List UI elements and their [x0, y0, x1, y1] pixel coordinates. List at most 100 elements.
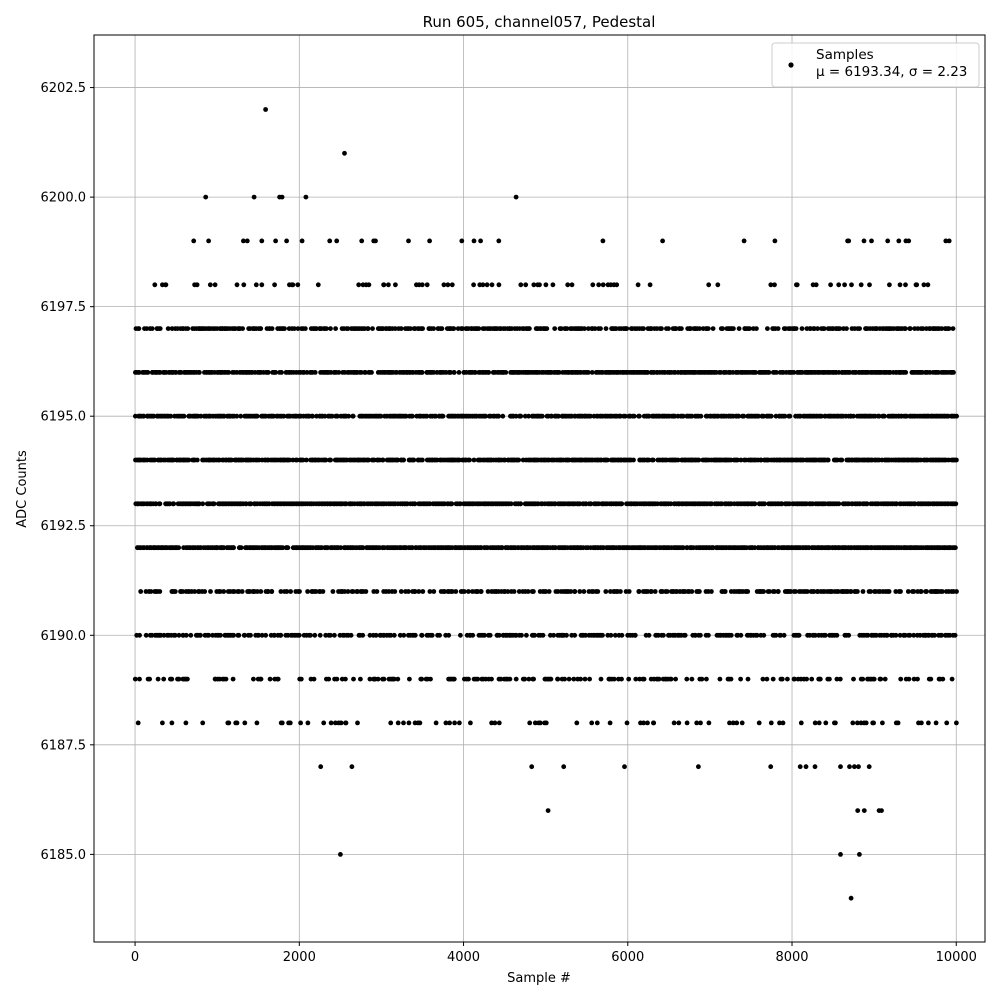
- sample-point: [240, 326, 246, 331]
- sample-point: [834, 676, 840, 682]
- sample-point: [411, 457, 417, 463]
- sample-point: [673, 676, 678, 682]
- sample-point: [920, 326, 926, 331]
- sample-point: [619, 676, 624, 682]
- sample-point: [137, 676, 142, 682]
- sample-point: [735, 457, 740, 463]
- sample-point: [321, 720, 327, 726]
- sample-point: [157, 589, 163, 594]
- sample-point: [837, 676, 843, 682]
- sample-point: [480, 282, 486, 288]
- sample-point: [779, 676, 785, 682]
- sample-point: [798, 720, 804, 726]
- sample-point: [395, 720, 401, 726]
- outlier-point: [342, 150, 347, 156]
- legend-stats: μ = 6193.34, σ = 2.23: [816, 64, 967, 80]
- sample-point: [794, 282, 800, 288]
- sample-point: [813, 632, 818, 638]
- sample-point: [647, 282, 653, 288]
- sample-point: [756, 413, 761, 419]
- sample-point: [288, 589, 293, 594]
- sample-point: [925, 282, 931, 288]
- outlier-point: [279, 194, 285, 200]
- sample-point: [188, 632, 194, 638]
- sample-point: [419, 370, 425, 375]
- x-tick-label: 2000: [283, 950, 316, 965]
- sample-point: [720, 326, 725, 331]
- sample-point: [338, 545, 344, 551]
- sample-point: [155, 676, 161, 682]
- sample-point: [419, 676, 425, 682]
- sample-point: [836, 282, 842, 288]
- sample-point: [500, 413, 506, 419]
- sample-point: [218, 632, 223, 638]
- sample-point: [375, 676, 381, 682]
- sample-point: [498, 676, 504, 682]
- sample-point: [381, 676, 387, 682]
- sample-point: [689, 413, 695, 419]
- sample-point: [753, 370, 758, 375]
- sample-point: [946, 238, 952, 244]
- sample-point: [581, 589, 587, 594]
- sample-point: [230, 676, 236, 682]
- sample-point: [468, 720, 473, 726]
- sample-point: [295, 282, 301, 288]
- sample-point: [785, 676, 790, 682]
- sample-point: [799, 326, 805, 331]
- outlier-point: [696, 764, 701, 770]
- sample-point: [951, 370, 956, 375]
- sample-point: [817, 676, 823, 682]
- sample-point: [363, 370, 368, 375]
- sample-point: [138, 589, 144, 594]
- sample-point: [730, 720, 736, 726]
- sample-point: [416, 589, 422, 594]
- sample-point: [489, 282, 495, 288]
- sample-point: [902, 632, 908, 638]
- sample-point: [194, 282, 200, 288]
- sample-point: [761, 589, 766, 594]
- sample-point: [287, 720, 293, 726]
- sample-point: [157, 370, 163, 375]
- sample-point: [526, 676, 532, 682]
- sample-point: [461, 589, 467, 594]
- sample-point: [540, 632, 546, 638]
- sample-point: [297, 589, 302, 594]
- sample-point: [151, 413, 157, 419]
- sample-point: [163, 282, 169, 288]
- sample-point: [165, 326, 171, 331]
- sample-point: [588, 501, 594, 507]
- outlier-point: [855, 808, 861, 813]
- sample-point: [442, 589, 447, 594]
- y-tick-label: 6202.5: [41, 81, 87, 96]
- sample-point: [298, 676, 304, 682]
- sample-point: [345, 326, 351, 331]
- sample-point: [861, 238, 867, 244]
- sample-point: [793, 326, 799, 331]
- sample-point: [780, 720, 786, 726]
- sample-point: [770, 676, 776, 682]
- sample-point: [779, 501, 785, 507]
- sample-point: [420, 326, 425, 331]
- sample-point: [736, 326, 742, 331]
- sample-point: [419, 632, 425, 638]
- sample-point: [346, 413, 352, 419]
- sample-point: [451, 676, 457, 682]
- sample-point: [518, 501, 524, 507]
- sample-point: [592, 326, 598, 331]
- sample-point: [417, 720, 423, 726]
- sample-point: [326, 676, 332, 682]
- sample-point: [600, 282, 606, 288]
- sample-point: [954, 589, 959, 594]
- sample-point: [370, 326, 375, 331]
- sample-point: [823, 632, 828, 638]
- sample-point: [652, 589, 658, 594]
- sample-point: [420, 589, 426, 594]
- outlier-point: [797, 764, 803, 770]
- sample-point: [395, 457, 400, 463]
- sample-point: [160, 720, 165, 726]
- sample-point: [709, 589, 714, 594]
- sample-point: [457, 720, 462, 726]
- sample-point: [868, 589, 873, 594]
- sample-point: [787, 413, 793, 419]
